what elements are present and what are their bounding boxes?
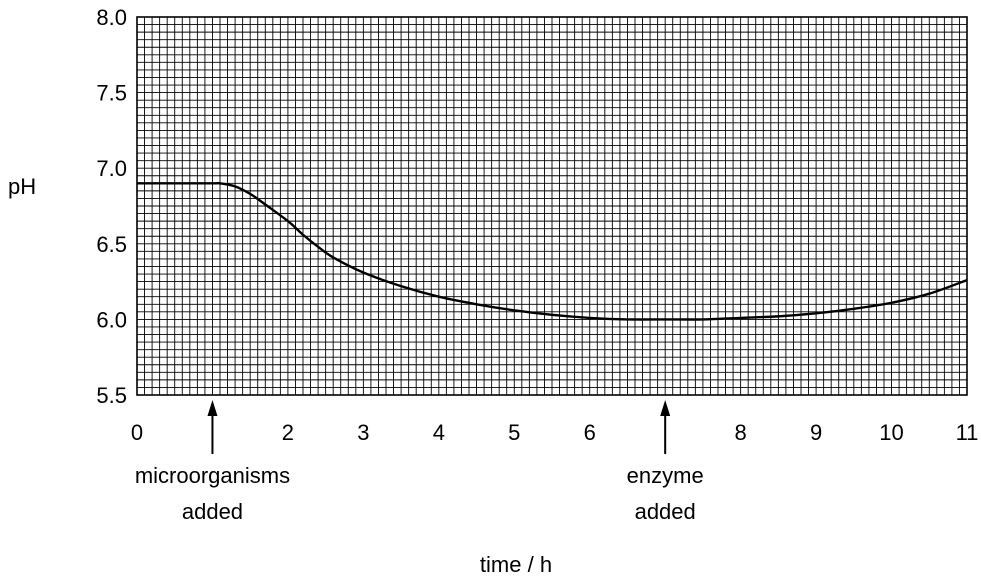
x-tick-label: 5 xyxy=(508,420,520,445)
y-tick-label: 7.0 xyxy=(96,156,127,181)
series-group xyxy=(137,181,968,321)
annotation-arrowhead xyxy=(207,400,218,416)
annotations: microorganisms added enzyme added xyxy=(135,400,704,524)
annotation-label: microorganisms xyxy=(135,463,290,488)
x-tick-label: 2 xyxy=(282,420,294,445)
x-tick-label: 6 xyxy=(584,420,596,445)
y-tick-labels: 5.5 6.0 6.5 7.0 7.5 8.0 xyxy=(96,5,127,408)
x-tick-label: 10 xyxy=(879,420,903,445)
annotation-label: added xyxy=(635,499,696,524)
x-tick-label: 0 xyxy=(131,420,143,445)
x-tick-label: 11 xyxy=(956,420,979,445)
annotation-label: enzyme xyxy=(627,463,704,488)
annotation-label: added xyxy=(182,499,243,524)
annotation-arrowhead xyxy=(660,400,671,416)
x-tick-label: 4 xyxy=(433,420,445,445)
y-tick-label: 8.0 xyxy=(96,5,127,30)
y-tick-label: 6.0 xyxy=(96,307,127,332)
y-tick-label: 6.5 xyxy=(96,232,127,257)
ph-curve xyxy=(137,181,968,321)
x-tick-label: 9 xyxy=(810,420,822,445)
y-tick-label: 7.5 xyxy=(96,81,127,106)
y-axis-label: pH xyxy=(8,174,36,199)
y-tick-label: 5.5 xyxy=(96,383,127,408)
x-axis-label: time / h xyxy=(480,552,552,577)
x-tick-labels: 0 2 3 4 5 6 8 9 10 11 xyxy=(131,420,979,445)
x-tick-label: 3 xyxy=(357,420,369,445)
x-tick-label: 8 xyxy=(735,420,747,445)
grid xyxy=(137,17,967,395)
plot-frame xyxy=(136,16,968,396)
